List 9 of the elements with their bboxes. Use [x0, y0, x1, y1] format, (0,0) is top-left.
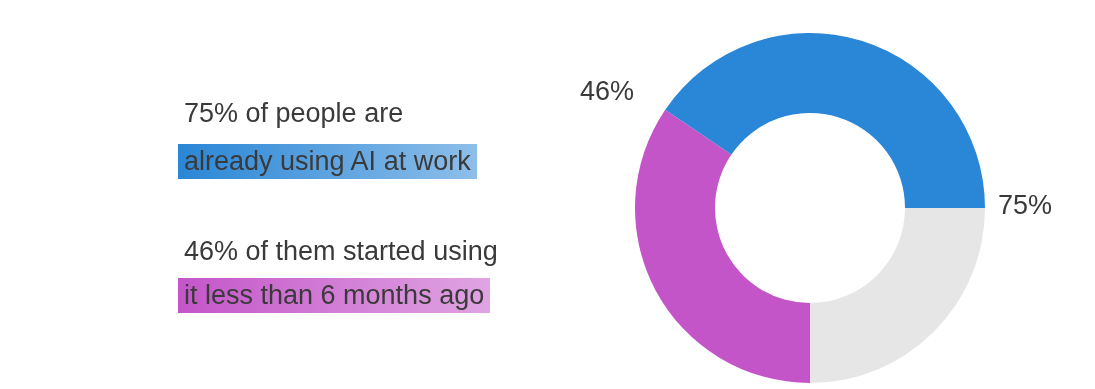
- text: 46% of them started using: [183, 235, 499, 268]
- donut-slice: [810, 208, 985, 383]
- text: 75%: [997, 189, 1054, 222]
- text: 46%: [579, 75, 636, 108]
- text: it less than 6 months ago: [178, 278, 491, 313]
- text: already using AI at work: [178, 144, 477, 179]
- donut-slice: [635, 109, 810, 383]
- donut-slice: [665, 33, 985, 208]
- text: 75% of people are: [183, 97, 405, 130]
